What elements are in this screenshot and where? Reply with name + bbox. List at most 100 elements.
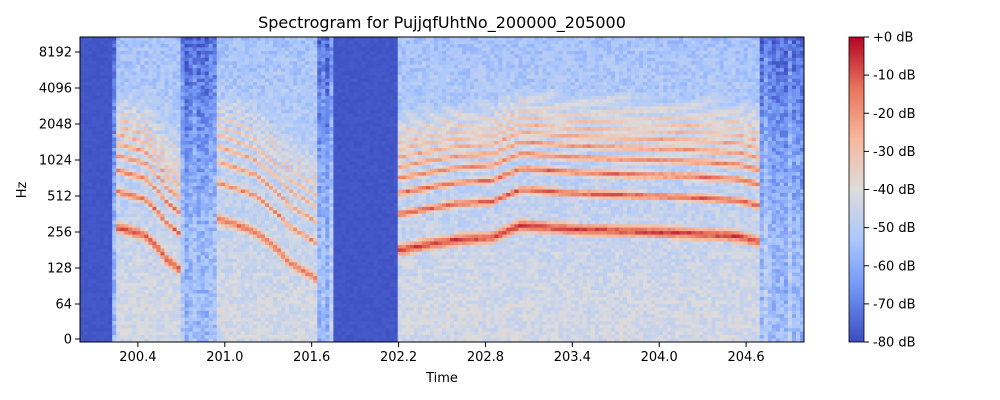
heatmap-cell (281, 293, 286, 298)
heatmap-cell (281, 172, 286, 177)
heatmap-cell (180, 130, 186, 135)
heatmap-cell (120, 47, 125, 52)
heatmap-cell (269, 300, 274, 305)
heatmap-cell (281, 203, 286, 208)
heatmap-cell (293, 109, 298, 114)
heatmap-cell (285, 151, 290, 156)
heatmap-cell (164, 203, 170, 208)
heatmap-cell (228, 293, 234, 298)
heatmap-cell (232, 227, 238, 232)
heatmap-cell (289, 196, 294, 201)
heatmap-cell (297, 147, 302, 152)
heatmap-cell (281, 175, 286, 180)
heatmap-cell (224, 338, 230, 342)
heatmap-cell (297, 231, 302, 236)
heatmap-cell (144, 307, 149, 312)
heatmap-cell (232, 335, 238, 340)
heatmap-cell (273, 186, 278, 191)
heatmap-cell (108, 109, 113, 114)
heatmap-cell (297, 78, 302, 83)
heatmap-cell (136, 338, 141, 342)
heatmap-cell (188, 244, 194, 250)
heatmap-cell (168, 158, 174, 163)
heatmap-cell (116, 303, 121, 308)
heatmap-cell (301, 258, 306, 263)
heatmap-cell (172, 37, 178, 42)
heatmap-cell (184, 120, 190, 125)
heatmap-cell (192, 189, 198, 194)
heatmap-cell (128, 310, 133, 315)
heatmap-cell (200, 217, 206, 222)
heatmap-cell (136, 102, 141, 107)
heatmap-cell (148, 137, 153, 142)
heatmap-cell (164, 186, 170, 191)
heatmap-cell (281, 269, 286, 274)
heatmap-cell (297, 172, 302, 177)
heatmap-cell (180, 172, 186, 177)
heatmap-cell (128, 210, 133, 215)
heatmap-cell (269, 227, 274, 232)
heatmap-cell (297, 248, 302, 253)
heatmap-cell (104, 161, 109, 166)
heatmap-cell (152, 293, 158, 298)
heatmap-cell (192, 314, 198, 319)
heatmap-cell (96, 303, 101, 308)
heatmap-cell (84, 310, 89, 315)
heatmap-cell (252, 113, 258, 118)
heatmap-cell (285, 213, 290, 218)
heatmap-cell (261, 303, 266, 308)
heatmap-cell (269, 283, 274, 288)
heatmap-cell (240, 54, 246, 59)
heatmap-cell (277, 130, 282, 135)
heatmap-cell (168, 61, 174, 66)
heatmap-cell (236, 54, 242, 59)
heatmap-cell (136, 127, 141, 132)
heatmap-cell (208, 57, 214, 62)
heatmap-cell (180, 165, 186, 170)
heatmap-cell (236, 248, 242, 253)
heatmap-cell (196, 109, 202, 114)
heatmap-cell (156, 144, 162, 149)
heatmap-cell (261, 144, 266, 149)
heatmap-cell (84, 307, 89, 312)
heatmap-cell (112, 99, 117, 104)
heatmap-cell (192, 227, 198, 232)
heatmap-cell (236, 75, 242, 80)
heatmap-cell (156, 258, 162, 263)
heatmap-cell (160, 321, 166, 326)
heatmap-cell (248, 231, 254, 236)
heatmap-cell (136, 78, 141, 83)
heatmap-cell (144, 338, 149, 342)
heatmap-cell (164, 328, 170, 333)
heatmap-cell (108, 220, 113, 225)
heatmap-cell (192, 262, 198, 267)
heatmap-cell (224, 127, 230, 132)
heatmap-cell (285, 109, 290, 114)
heatmap-cell (265, 217, 270, 222)
heatmap-cell (188, 154, 194, 159)
heatmap-cell (124, 203, 129, 208)
heatmap-cell (269, 293, 274, 298)
heatmap-cell (176, 158, 182, 163)
heatmap-cell (240, 213, 246, 218)
heatmap-cell (224, 92, 230, 97)
heatmap-cell (204, 130, 210, 135)
heatmap-cell (88, 290, 93, 295)
heatmap-cell (289, 54, 294, 59)
heatmap-cell (168, 303, 174, 308)
heatmap-cell (240, 251, 246, 256)
heatmap-cell (216, 85, 222, 90)
heatmap-cell (148, 192, 153, 198)
heatmap-cell (244, 199, 250, 204)
heatmap-cell (80, 61, 85, 66)
heatmap-cell (100, 276, 105, 281)
heatmap-cell (116, 310, 121, 315)
heatmap-cell (164, 116, 170, 121)
heatmap-cell (248, 296, 254, 302)
heatmap-cell (236, 203, 242, 208)
heatmap-cell (293, 251, 298, 256)
heatmap-cell (88, 161, 93, 166)
heatmap-cell (240, 106, 246, 111)
heatmap-cell (128, 217, 133, 222)
heatmap-cell (156, 165, 162, 170)
